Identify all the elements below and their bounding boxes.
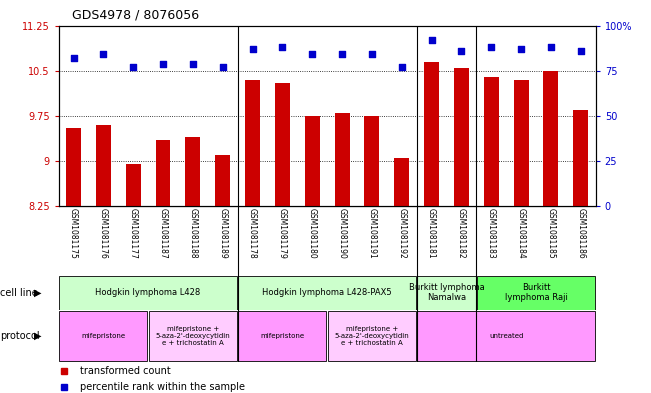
Bar: [454, 68, 469, 206]
Text: cell line: cell line: [0, 288, 38, 298]
Text: GSM1081187: GSM1081187: [159, 208, 167, 259]
Text: GSM1081182: GSM1081182: [457, 208, 466, 258]
Point: [575, 48, 586, 54]
Bar: [514, 80, 529, 206]
Text: protocol: protocol: [0, 331, 40, 341]
Text: GSM1081186: GSM1081186: [576, 208, 585, 259]
Text: GSM1081188: GSM1081188: [188, 208, 197, 258]
Text: GSM1081181: GSM1081181: [427, 208, 436, 258]
Text: ▶: ▶: [34, 288, 42, 298]
Bar: [186, 137, 201, 206]
Bar: [424, 62, 439, 206]
Text: GSM1081191: GSM1081191: [367, 208, 376, 259]
Bar: [544, 71, 559, 206]
Text: Burkitt lymphoma
Namalwa: Burkitt lymphoma Namalwa: [409, 283, 484, 303]
Text: GSM1081178: GSM1081178: [248, 208, 257, 259]
FancyBboxPatch shape: [238, 276, 416, 310]
Text: Hodgkin lymphoma L428: Hodgkin lymphoma L428: [96, 288, 201, 297]
Point: [456, 48, 467, 54]
Bar: [66, 128, 81, 206]
Text: GSM1081192: GSM1081192: [397, 208, 406, 259]
Bar: [156, 140, 171, 206]
FancyBboxPatch shape: [417, 312, 595, 360]
Bar: [215, 155, 230, 206]
Point: [187, 61, 198, 67]
Text: GSM1081183: GSM1081183: [487, 208, 495, 259]
Text: Burkitt
lymphoma Raji: Burkitt lymphoma Raji: [505, 283, 568, 303]
Bar: [126, 164, 141, 206]
Text: GSM1081185: GSM1081185: [546, 208, 555, 259]
FancyBboxPatch shape: [59, 276, 237, 310]
FancyBboxPatch shape: [238, 312, 326, 360]
Text: ▶: ▶: [34, 331, 42, 341]
Bar: [275, 83, 290, 206]
Text: GSM1081190: GSM1081190: [338, 208, 346, 259]
FancyBboxPatch shape: [59, 312, 147, 360]
Text: GSM1081175: GSM1081175: [69, 208, 78, 259]
Text: mifepristone +
5-aza-2'-deoxycytidin
e + trichostatin A: mifepristone + 5-aza-2'-deoxycytidin e +…: [156, 326, 230, 346]
Bar: [484, 77, 499, 206]
Point: [68, 55, 79, 61]
Text: percentile rank within the sample: percentile rank within the sample: [80, 382, 245, 392]
Point: [307, 51, 318, 58]
Point: [158, 61, 168, 67]
Text: untreated: untreated: [489, 333, 523, 339]
Bar: [245, 80, 260, 206]
Text: mifepristone: mifepristone: [81, 333, 126, 339]
FancyBboxPatch shape: [477, 276, 595, 310]
Point: [396, 64, 407, 70]
Text: GSM1081179: GSM1081179: [278, 208, 287, 259]
Text: mifepristone +
5-aza-2'-deoxycytidin
e + trichostatin A: mifepristone + 5-aza-2'-deoxycytidin e +…: [335, 326, 409, 346]
Text: mifepristone: mifepristone: [260, 333, 305, 339]
Text: GDS4978 / 8076056: GDS4978 / 8076056: [72, 9, 199, 22]
Text: GSM1081176: GSM1081176: [99, 208, 108, 259]
Bar: [96, 125, 111, 206]
Bar: [574, 110, 589, 206]
Point: [486, 44, 497, 50]
FancyBboxPatch shape: [328, 312, 416, 360]
Point: [128, 64, 139, 70]
Point: [516, 46, 526, 52]
Point: [426, 37, 437, 43]
Text: Hodgkin lymphoma L428-PAX5: Hodgkin lymphoma L428-PAX5: [262, 288, 392, 297]
Point: [98, 51, 109, 58]
Text: GSM1081177: GSM1081177: [129, 208, 137, 259]
Bar: [305, 116, 320, 206]
Bar: [365, 116, 380, 206]
FancyBboxPatch shape: [149, 312, 237, 360]
Point: [277, 44, 288, 50]
Text: GSM1081189: GSM1081189: [218, 208, 227, 259]
FancyBboxPatch shape: [417, 276, 476, 310]
Point: [217, 64, 228, 70]
Text: GSM1081184: GSM1081184: [517, 208, 525, 259]
Point: [546, 44, 556, 50]
Point: [367, 51, 377, 58]
Point: [337, 51, 347, 58]
Text: transformed count: transformed count: [80, 366, 171, 376]
Bar: [395, 158, 409, 206]
Bar: [335, 113, 350, 206]
Point: [247, 46, 258, 52]
Text: GSM1081180: GSM1081180: [308, 208, 316, 259]
